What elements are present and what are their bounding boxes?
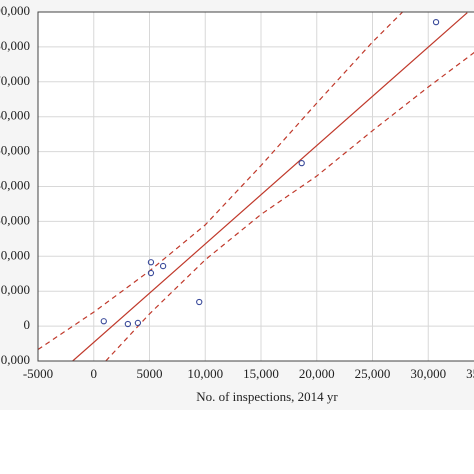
data-point <box>298 159 305 167</box>
labels: -10,000 0 10,000 20,000 30,000 40,000 50,000 60… <box>0 3 474 381</box>
x-axis-label: No. of inspections, 2014 yr <box>196 389 338 404</box>
data-layer <box>38 12 474 361</box>
confidence-band <box>38 12 404 350</box>
y-tick-label: 20,000 <box>0 247 30 262</box>
x-tick-label: 35,000 <box>466 366 474 381</box>
x-tick-label: 0 <box>91 366 98 381</box>
regression-line <box>72 12 468 361</box>
y-tick-label: 60,000 <box>0 108 30 123</box>
data-point <box>100 318 107 325</box>
y-tick-label: 80,000 <box>0 38 30 53</box>
y-tick-label: 90,000 <box>0 3 30 18</box>
plot-frame <box>37 11 474 362</box>
x-tick-label: 5000 <box>137 366 163 381</box>
y-tick-label: 70,000 <box>0 73 30 88</box>
y-tick-label: 40,000 <box>0 177 30 192</box>
y-tick-label: 10,000 <box>0 282 30 297</box>
data-point <box>124 320 132 328</box>
data-point <box>159 262 167 270</box>
data-point <box>432 18 440 26</box>
x-tick-label: 20,000 <box>299 366 335 381</box>
data-point <box>147 259 155 266</box>
y-tick-label: 30,000 <box>0 212 30 227</box>
x-tick-label: -5000 <box>23 366 53 381</box>
confidence-band <box>105 51 474 361</box>
x-tick-label: 10,000 <box>187 366 223 381</box>
x-tick-label: 25,000 <box>355 366 391 381</box>
y-tick-label: 50,000 <box>0 143 30 158</box>
y-tick-label: 0 <box>24 317 31 332</box>
data-point <box>196 298 203 306</box>
data-point <box>147 269 155 277</box>
x-tick-label: 15,000 <box>243 366 279 381</box>
data-point <box>134 319 142 327</box>
x-tick-label: 30,000 <box>410 366 446 381</box>
y-tick-label: -10,000 <box>0 352 30 367</box>
